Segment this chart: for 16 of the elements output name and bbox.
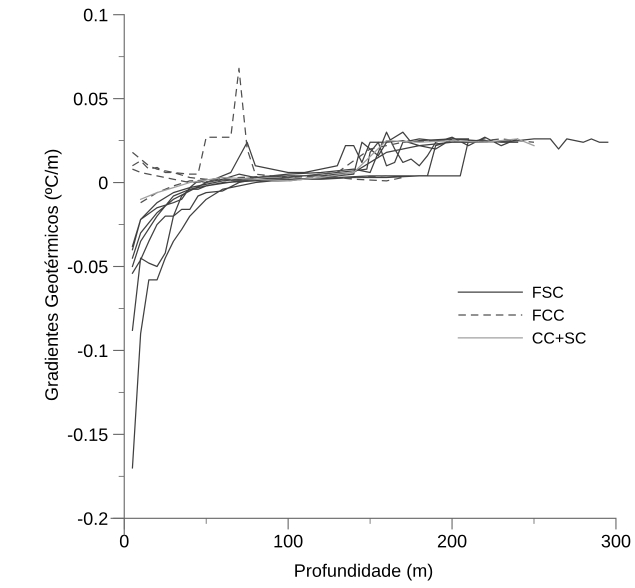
y-tick-label: -0.2 xyxy=(78,512,108,526)
y-tick-label: 0.1 xyxy=(84,8,108,22)
y-tick-label: 0.05 xyxy=(74,92,108,106)
y-axis-title: Gradientes Geotérmicos (ºC/m) xyxy=(44,150,62,400)
legend-label: CC+SC xyxy=(532,332,586,344)
x-tick-label: 0 xyxy=(120,534,129,548)
legend-label: FCC xyxy=(533,310,564,321)
x-tick-label: 100 xyxy=(274,534,302,548)
legend-label: FSC xyxy=(533,286,564,298)
y-tick-label: -0.1 xyxy=(78,344,108,358)
x-axis-title: Profundidade (m) xyxy=(295,564,432,581)
y-tick-label: 0 xyxy=(98,176,108,190)
y-tick-label: -0.05 xyxy=(68,260,108,274)
x-tick-label: 200 xyxy=(438,534,466,548)
y-tick-label: -0.15 xyxy=(68,428,108,442)
x-tick-label: 300 xyxy=(602,534,630,548)
